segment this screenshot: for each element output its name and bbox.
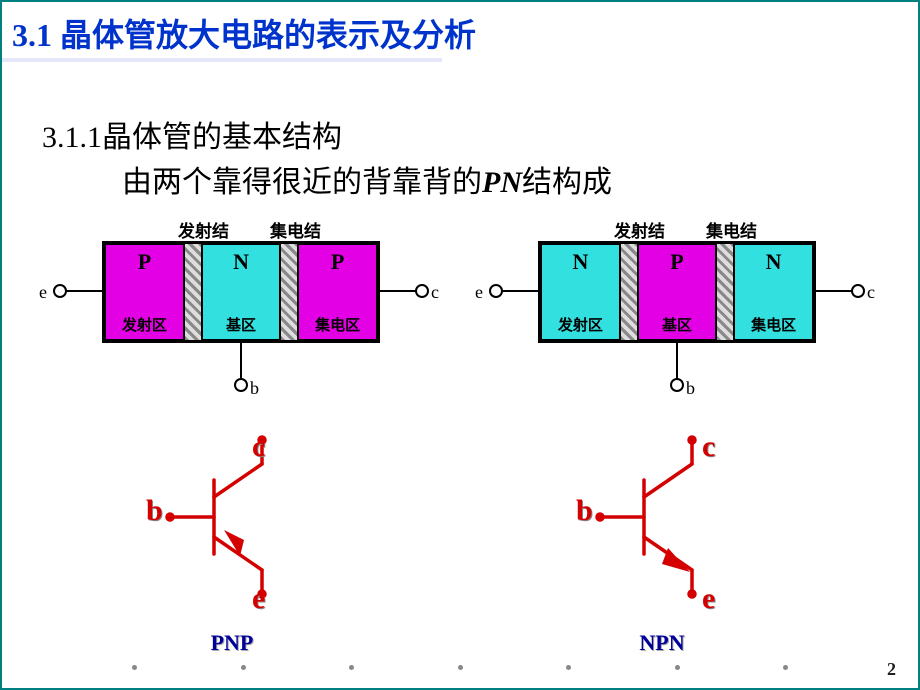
subheading-2-post: 结构成 xyxy=(522,166,612,199)
pnp-collector-lead xyxy=(377,290,417,292)
npn-b-label: b xyxy=(576,494,593,528)
npn-collector-junction xyxy=(716,244,734,340)
pnp-base-lead xyxy=(240,340,242,380)
pnp-collector-label: 集电区 xyxy=(315,314,360,335)
pnp-junction-labels: 发射结 集电结 xyxy=(102,217,380,241)
subheading-2-pre: 由两个靠得很近的背靠背的 xyxy=(122,166,482,199)
npn-emitter-label: 发射区 xyxy=(558,314,603,335)
npn-emitter-type: N xyxy=(572,249,588,275)
pnp-base-label: 基区 xyxy=(226,314,256,335)
npn-emitter-region: N 发射区 xyxy=(541,244,620,340)
pnp-emitter-type: P xyxy=(138,249,151,275)
npn-base-term-label: b xyxy=(686,378,695,399)
truncated-title: 3.1 晶体管放大电路的表示及分析 xyxy=(12,10,476,52)
npn-base-region: P 基区 xyxy=(638,244,717,340)
dot xyxy=(566,665,571,670)
pnp-type-label: PNP xyxy=(152,630,312,656)
dot xyxy=(349,665,354,670)
npn-emitter-lead xyxy=(501,290,541,292)
page-number: 2 xyxy=(887,659,896,680)
dot xyxy=(241,665,246,670)
npn-symbol-svg xyxy=(582,432,742,602)
pnp-emitter-label: 发射区 xyxy=(122,314,167,335)
collector-junction-label: 集电结 xyxy=(270,217,321,242)
pnp-base-region: N 基区 xyxy=(202,244,281,340)
npn-collector-type: N xyxy=(766,249,782,275)
collector-junction-label: 集电结 xyxy=(706,217,757,242)
pnp-structure: 发射结 集电结 P 发射区 N 基区 P 集电区 e c xyxy=(102,217,380,343)
pnp-box: P 发射区 N 基区 P 集电区 e c b xyxy=(102,241,380,343)
dot xyxy=(783,665,788,670)
npn-base-type: P xyxy=(670,249,683,275)
subheading-2: 由两个靠得很近的背靠背的PN结构成 xyxy=(122,157,612,201)
npn-symbol: c b e NPN xyxy=(582,432,782,632)
npn-base-terminal xyxy=(670,378,684,392)
npn-box: N 发射区 P 基区 N 集电区 e c b xyxy=(538,241,816,343)
pnp-collector-region: P 集电区 xyxy=(298,244,377,340)
pnp-collector-terminal xyxy=(415,284,429,298)
header-rule xyxy=(2,58,442,62)
dot xyxy=(458,665,463,670)
pnp-e-label: e xyxy=(252,582,265,616)
npn-c-label: c xyxy=(702,430,715,464)
emitter-junction-label: 发射结 xyxy=(614,217,665,242)
dot xyxy=(675,665,680,670)
npn-collector-lead xyxy=(813,290,853,292)
pnp-symbol-svg xyxy=(152,432,312,602)
npn-emitter-terminal xyxy=(489,284,503,298)
pnp-emitter-terminal xyxy=(53,284,67,298)
pnp-c-label: c xyxy=(252,430,265,464)
pnp-collector-term-label: c xyxy=(431,282,439,303)
npn-junction-labels: 发射结 集电结 xyxy=(538,217,816,241)
pnp-collector-type: P xyxy=(331,249,344,275)
npn-e-label: e xyxy=(702,582,715,616)
pnp-emitter-junction xyxy=(184,244,202,340)
npn-base-label: 基区 xyxy=(662,314,692,335)
truncated-header: 3.1 晶体管放大电路的表示及分析 xyxy=(2,2,918,52)
subheading-1: 3.1.1晶体管的基本结构 xyxy=(42,112,342,156)
npn-collector-term-label: c xyxy=(867,282,875,303)
pnp-emitter-lead xyxy=(65,290,105,292)
npn-type-label: NPN xyxy=(582,630,742,656)
dot xyxy=(132,665,137,670)
npn-collector-region: N 集电区 xyxy=(734,244,813,340)
pnp-emitter-region: P 发射区 xyxy=(105,244,184,340)
subheading-2-em: PN xyxy=(482,166,522,199)
decorative-dots xyxy=(132,665,788,670)
pnp-base-type: N xyxy=(233,249,249,275)
npn-base-lead xyxy=(676,340,678,380)
pnp-base-terminal xyxy=(234,378,248,392)
npn-emitter-term-label: e xyxy=(475,282,483,303)
pnp-collector-junction xyxy=(280,244,298,340)
pnp-emitter-term-label: e xyxy=(39,282,47,303)
npn-emitter-junction xyxy=(620,244,638,340)
npn-collector-label: 集电区 xyxy=(751,314,796,335)
npn-structure: 发射结 集电结 N 发射区 P 基区 N 集电区 e c xyxy=(538,217,816,343)
emitter-junction-label: 发射结 xyxy=(178,217,229,242)
pnp-symbol: c b e PNP xyxy=(152,432,352,632)
npn-collector-terminal xyxy=(851,284,865,298)
pnp-base-term-label: b xyxy=(250,378,259,399)
pnp-b-label: b xyxy=(146,494,163,528)
